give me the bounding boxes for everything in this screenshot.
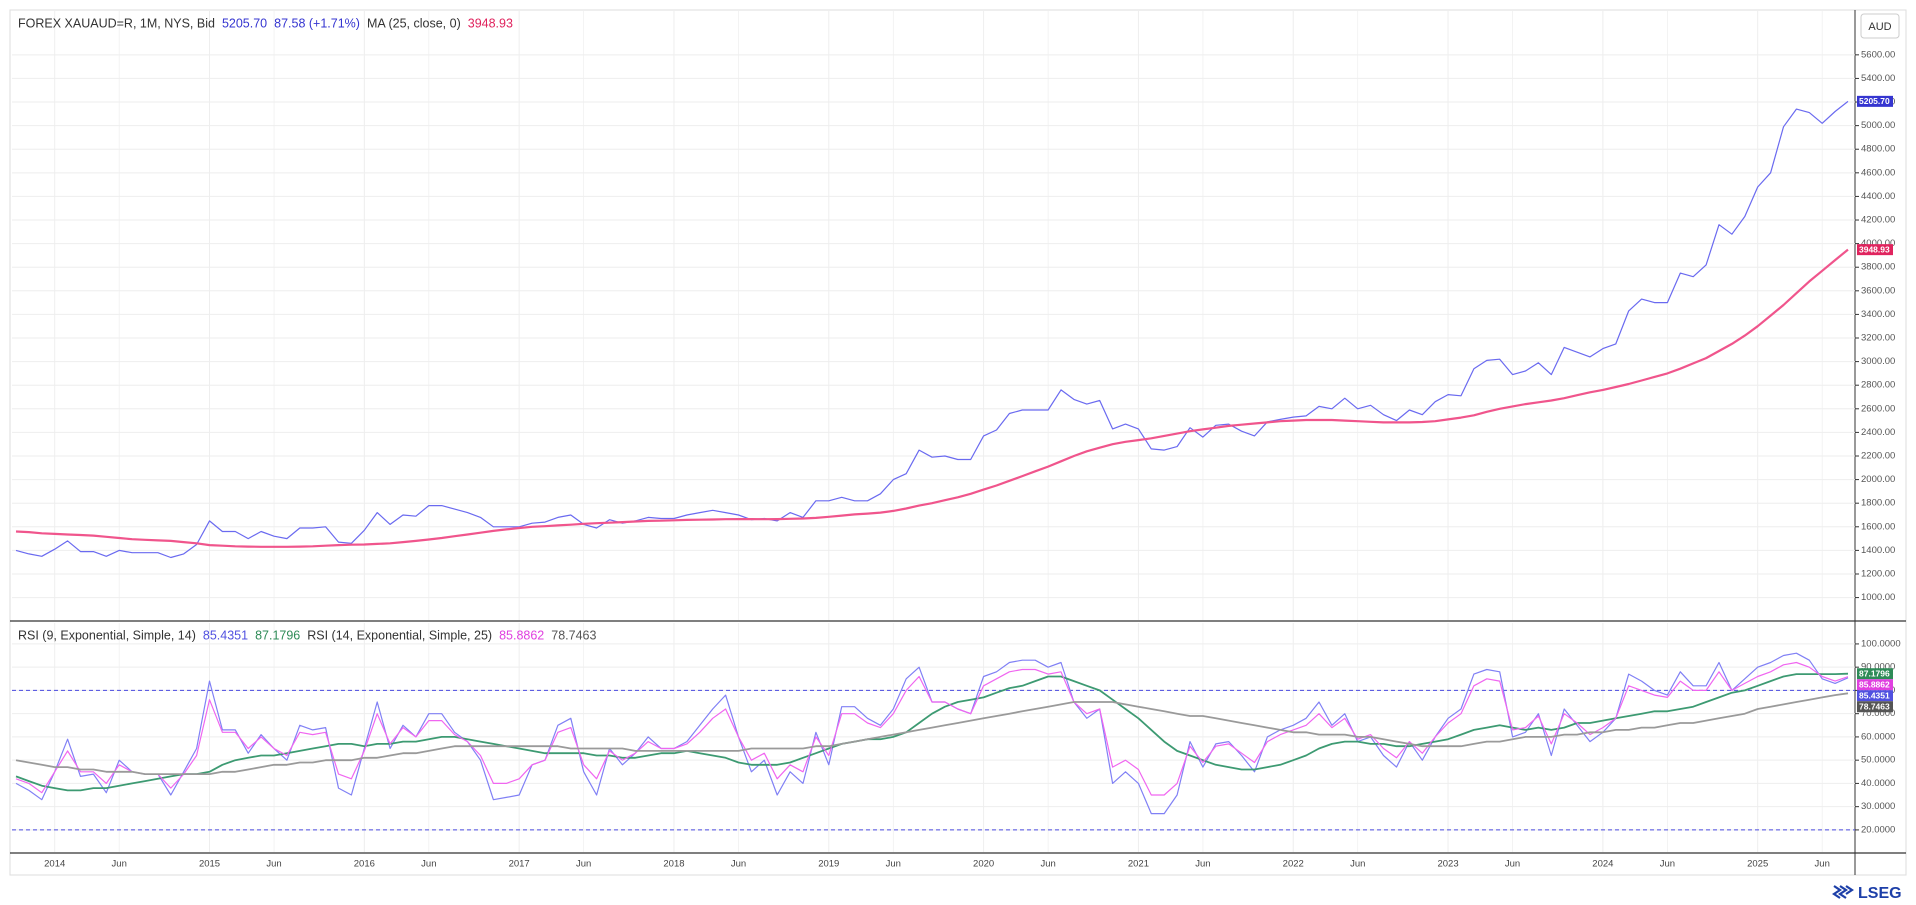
series-line xyxy=(15,661,1849,796)
y-tick-label: 1400.00 xyxy=(1861,545,1895,556)
y-tick-label: 3400.00 xyxy=(1861,309,1895,320)
y-tick-label: 5400.00 xyxy=(1861,73,1895,84)
y-tick-label: 3200.00 xyxy=(1861,333,1895,344)
x-tick-label: 2014 xyxy=(44,859,65,870)
last-value-tag xyxy=(1857,668,1893,680)
legend-text[interactable]: RSI (9, Exponential, Simple, 14) xyxy=(18,628,196,642)
x-tick-label: 2015 xyxy=(199,859,220,870)
y-tick-label: 1000.00 xyxy=(1861,592,1895,603)
x-tick-label: 2022 xyxy=(1283,859,1304,870)
series-line xyxy=(15,248,1849,548)
x-tick-label: Jun xyxy=(576,859,591,870)
x-tick-label: Jun xyxy=(1040,859,1055,870)
legend-text[interactable]: 85.8862 xyxy=(499,628,544,642)
currency-label: AUD xyxy=(1868,21,1891,33)
y-tick-label: 4200.00 xyxy=(1861,215,1895,226)
y-tick-label: 2800.00 xyxy=(1861,380,1895,391)
legend-text[interactable]: FOREX XAUAUD=R, 1M, NYS, Bid xyxy=(18,16,215,30)
legend-text[interactable]: RSI (14, Exponential, Simple, 25) xyxy=(307,628,492,642)
legend-text[interactable]: 87.1796 xyxy=(255,628,300,642)
x-tick-label: Jun xyxy=(886,859,901,870)
brand-name: LSEG xyxy=(1858,885,1902,902)
y-tick-label: 100.0000 xyxy=(1861,638,1901,649)
y-tick-label: 40.0000 xyxy=(1861,778,1895,789)
y-tick-label: 90.0000 xyxy=(1861,662,1895,673)
legend-text[interactable]: 78.7463 xyxy=(551,628,596,642)
x-tick-label: 2024 xyxy=(1592,859,1613,870)
x-tick-label: Jun xyxy=(1660,859,1675,870)
last-value-tag-label: 85.4351 xyxy=(1859,690,1890,700)
y-tick-label: 1600.00 xyxy=(1861,521,1895,532)
y-tick-label: 4800.00 xyxy=(1861,144,1895,155)
last-value-tag xyxy=(1857,690,1893,702)
legend-text[interactable]: MA (25, close, 0) xyxy=(367,16,461,30)
y-tick-label: 2200.00 xyxy=(1861,451,1895,462)
y-tick-label: 3000.00 xyxy=(1861,356,1895,367)
last-value-tag-label: 85.8862 xyxy=(1859,679,1890,689)
last-value-tag-label: 87.1796 xyxy=(1859,668,1890,678)
last-value-tag xyxy=(1857,95,1893,107)
y-tick-label: 3800.00 xyxy=(1861,262,1895,273)
legend-text[interactable]: 85.4351 xyxy=(203,628,248,642)
y-tick-label: 3600.00 xyxy=(1861,285,1895,296)
last-value-tag xyxy=(1857,244,1893,256)
y-tick-label: 5000.00 xyxy=(1861,120,1895,131)
series-line xyxy=(15,672,1849,792)
x-tick-label: 2025 xyxy=(1747,859,1768,870)
y-tick-label: 5600.00 xyxy=(1861,49,1895,60)
y-tick-label: 20.0000 xyxy=(1861,824,1895,835)
y-tick-label: 30.0000 xyxy=(1861,801,1895,812)
x-tick-label: Jun xyxy=(1350,859,1365,870)
last-value-tag xyxy=(1857,701,1893,713)
series-line xyxy=(15,100,1849,559)
y-tick-label: 2400.00 xyxy=(1861,427,1895,438)
y-tick-label: 1800.00 xyxy=(1861,498,1895,509)
y-tick-label: 4600.00 xyxy=(1861,167,1895,178)
x-tick-label: 2019 xyxy=(818,859,839,870)
y-tick-label: 70.0000 xyxy=(1861,708,1895,719)
y-tick-label: 2000.00 xyxy=(1861,474,1895,485)
x-tick-label: 2016 xyxy=(354,859,375,870)
last-value-tag-label: 78.7463 xyxy=(1859,701,1890,711)
legend-text[interactable]: 87.58 (+1.71%) xyxy=(274,16,360,30)
currency-box[interactable] xyxy=(1860,13,1900,39)
y-tick-label: 2600.00 xyxy=(1861,403,1895,414)
x-tick-label: Jun xyxy=(731,859,746,870)
x-tick-label: Jun xyxy=(266,859,281,870)
x-tick-label: 2020 xyxy=(973,859,994,870)
logo-mark xyxy=(1832,885,1854,899)
brand-logo: LSEG xyxy=(1832,885,1902,902)
x-tick-label: 2023 xyxy=(1437,859,1458,870)
x-tick-label: 2018 xyxy=(663,859,684,870)
y-tick-label: 1200.00 xyxy=(1861,569,1895,580)
y-tick-label: 50.0000 xyxy=(1861,755,1895,766)
x-tick-label: Jun xyxy=(421,859,436,870)
x-tick-label: Jun xyxy=(1815,859,1830,870)
x-tick-label: Jun xyxy=(112,859,127,870)
last-value-tag-label: 5205.70 xyxy=(1859,96,1890,106)
last-value-tag xyxy=(1857,679,1893,691)
x-tick-label: Jun xyxy=(1195,859,1210,870)
frame xyxy=(9,9,1907,876)
y-tick-label: 60.0000 xyxy=(1861,731,1895,742)
y-tick-label: 4000.00 xyxy=(1861,238,1895,249)
legend-text[interactable]: 5205.70 xyxy=(222,16,267,30)
series-line xyxy=(15,692,1849,775)
x-tick-label: 2017 xyxy=(509,859,530,870)
legend-text[interactable]: 3948.93 xyxy=(468,16,513,30)
x-tick-label: Jun xyxy=(1505,859,1520,870)
last-value-tag-label: 3948.93 xyxy=(1859,244,1890,254)
x-tick-label: 2021 xyxy=(1128,859,1149,870)
y-tick-label: 4400.00 xyxy=(1861,191,1895,202)
